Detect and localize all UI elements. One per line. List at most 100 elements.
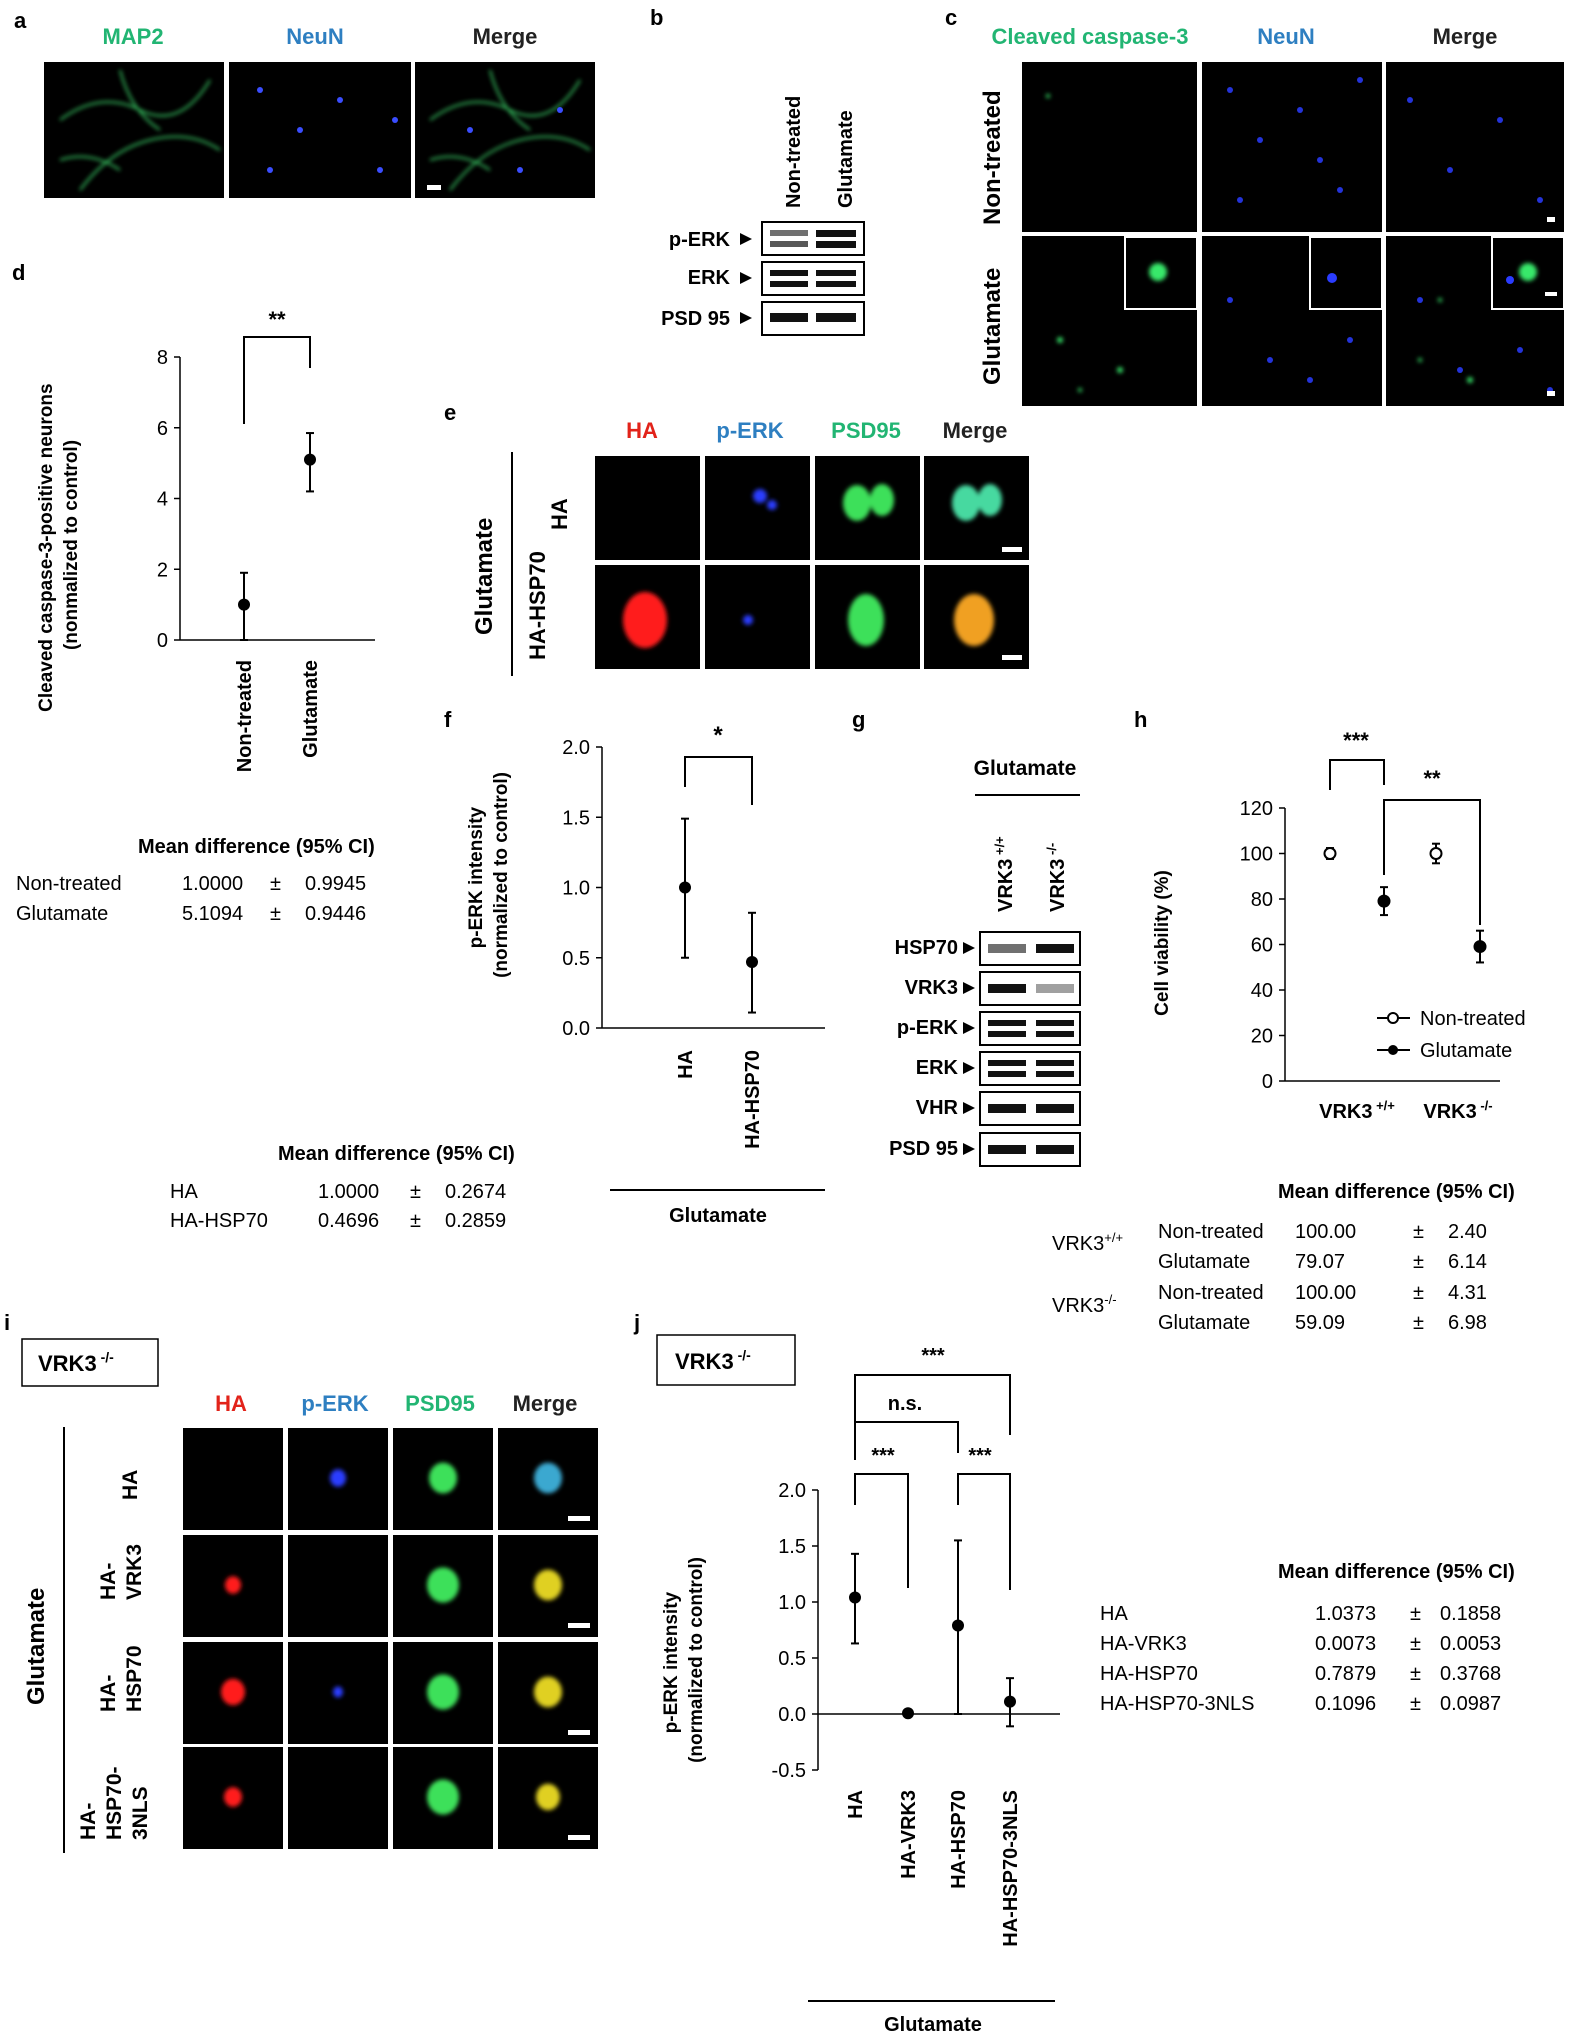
i-row-hahsp70: HA- HSP70 <box>97 1645 146 1712</box>
g-band <box>988 1031 1026 1037</box>
label-cleaved-caspase3: Cleaved caspase-3 <box>992 24 1189 49</box>
g-band <box>988 1071 1026 1077</box>
h-row-mean: 79.07 <box>1295 1251 1345 1273</box>
band-label-psd95: PSD 95 <box>661 308 730 330</box>
j-category-label: HA-HSP70 <box>948 1790 970 1889</box>
f-row-name: HA <box>170 1181 198 1203</box>
g-band-arrow <box>963 942 975 954</box>
h-legend-glutamate: Glutamate <box>1420 1040 1512 1062</box>
panel-d: Cleaved caspase-3-positive neurons (nonm… <box>16 307 375 925</box>
label-map2: MAP2 <box>102 24 163 49</box>
h-sig2-bracket <box>1383 799 1481 925</box>
micrograph-c-r1c3 <box>1386 62 1564 232</box>
cell-signal <box>427 1674 459 1710</box>
row-label-nontreated: Non-treated <box>979 90 1006 225</box>
i-row-ha: HA <box>119 1470 142 1500</box>
cell-signal <box>534 1676 562 1708</box>
label-merge: Merge <box>513 1391 578 1416</box>
f-y-tick-label: 1.5 <box>562 807 590 829</box>
g-band-arrow <box>963 1022 975 1034</box>
g-band <box>988 944 1026 953</box>
d-cats: Non-treated Glutamate <box>234 660 322 772</box>
j-row-mean: 0.1096 <box>1315 1693 1376 1715</box>
panel-f: p-ERK intensity (normalized to control) … <box>170 722 825 1232</box>
d-row-pm: ± <box>270 903 281 925</box>
h-category-label: VRK3 -/- <box>1423 1098 1492 1123</box>
h-y-tick-label: 0 <box>1262 1071 1273 1093</box>
f-row-pm: ± <box>410 1210 421 1232</box>
lane-label-glutamate: Glutamate <box>835 110 857 208</box>
f-data-point <box>679 881 691 894</box>
panel-letter-e: e <box>444 400 456 425</box>
j-data-point <box>849 1591 861 1604</box>
g-band-label: PSD 95 <box>889 1138 958 1160</box>
j-group-label: Glutamate <box>884 2014 982 2036</box>
d-y-tick-label: 0 <box>157 630 168 652</box>
j-row-pm: ± <box>1410 1633 1421 1655</box>
h-row-mean: 59.09 <box>1295 1312 1345 1334</box>
h-row-pm: ± <box>1413 1251 1424 1273</box>
h-sig1: *** <box>1343 728 1369 753</box>
scale-bar <box>568 1835 590 1840</box>
j-row-ci: 0.1858 <box>1440 1603 1501 1625</box>
f-sig: * <box>713 722 723 749</box>
label-perk: p-ERK <box>716 418 783 443</box>
panel-letter-f: f <box>444 707 452 732</box>
i-grid <box>183 1428 598 1849</box>
panel-a: MAP2 NeuN Merge <box>44 24 595 198</box>
j-row-name: HA <box>1100 1603 1128 1625</box>
d-row-mean: 5.1094 <box>182 903 243 925</box>
d-y-tick-label: 8 <box>157 347 168 369</box>
j-data-point <box>952 1619 964 1632</box>
e-group-label: Glutamate <box>471 518 498 635</box>
label-ha: HA <box>626 418 658 443</box>
e-row-hahsp70: HA-HSP70 <box>525 551 550 660</box>
label-perk: p-ERK <box>301 1391 368 1416</box>
e-row-ha: HA <box>547 498 572 530</box>
cell-signal <box>534 1462 562 1494</box>
j-y-tick-label: -0.5 <box>772 1760 806 1782</box>
f-y-tick-label: 1.0 <box>562 878 590 900</box>
panel-j: VRK3 -/- p-ERK intensity (normalized to … <box>656 1334 1515 2036</box>
j-table-title: Mean difference (95% CI) <box>1278 1561 1515 1583</box>
h-sig1-bracket <box>1329 759 1385 790</box>
j-bracket-b <box>957 1473 1011 1590</box>
cell-signal <box>221 1678 245 1706</box>
h-category-label: VRK3 +/+ <box>1319 1098 1395 1123</box>
d-row-pm: ± <box>270 873 281 895</box>
j-row-name: HA-VRK3 <box>1100 1633 1187 1655</box>
f-sig-bracket <box>684 756 753 805</box>
g-band-label: VRK3 <box>905 977 958 999</box>
cell-signal <box>427 1567 459 1603</box>
j-row-pm: ± <box>1410 1693 1421 1715</box>
g-band <box>1036 984 1074 993</box>
h-table-title: Mean difference (95% CI) <box>1278 1181 1515 1203</box>
cell-signal <box>333 1686 343 1698</box>
scale-bar <box>427 185 441 190</box>
j-row-name: HA-HSP70 <box>1100 1663 1198 1685</box>
label-neun: NeuN <box>286 24 343 49</box>
h-data-point <box>1473 940 1487 954</box>
h-row-name: Glutamate <box>1158 1251 1250 1273</box>
i-group-label: Glutamate <box>23 1588 50 1705</box>
j-row-ci: 0.0053 <box>1440 1633 1501 1655</box>
g-band <box>988 984 1026 993</box>
j-row-pm: ± <box>1410 1603 1421 1625</box>
cell-signal <box>225 1576 241 1594</box>
h-y-tick-label: 40 <box>1251 980 1273 1002</box>
i-genotype-box <box>21 1338 159 1387</box>
panel-h: Cell viability (%) 0 20 40 60 80 100 120 *** *… <box>1052 728 1526 1334</box>
h-data-point <box>1377 894 1391 908</box>
j-y-tick-label: 1.0 <box>778 1592 806 1614</box>
label-merge: Merge <box>1433 24 1498 49</box>
g-band <box>1036 1145 1074 1154</box>
j-row-mean: 0.7879 <box>1315 1663 1376 1685</box>
h-cats: VRK3 +/+ VRK3 -/- <box>1319 1098 1493 1123</box>
g-blots: HSP70 VRK3 p-ERK ERK VHR PSD 95 <box>889 931 1081 1167</box>
d-category-label: Glutamate <box>300 660 322 758</box>
panel-g: Glutamate VRK3 +/+ VRK3 -/- HSP70 VRK3 p-E… <box>889 757 1081 1167</box>
f-group-label: Glutamate <box>669 1205 767 1227</box>
h-y-tick-label: 120 <box>1240 798 1273 820</box>
j-genotype-box <box>656 1334 796 1386</box>
j-cats: HA HA-VRK3 HA-HSP70 HA-HSP70-3NLS <box>845 1790 1022 1947</box>
